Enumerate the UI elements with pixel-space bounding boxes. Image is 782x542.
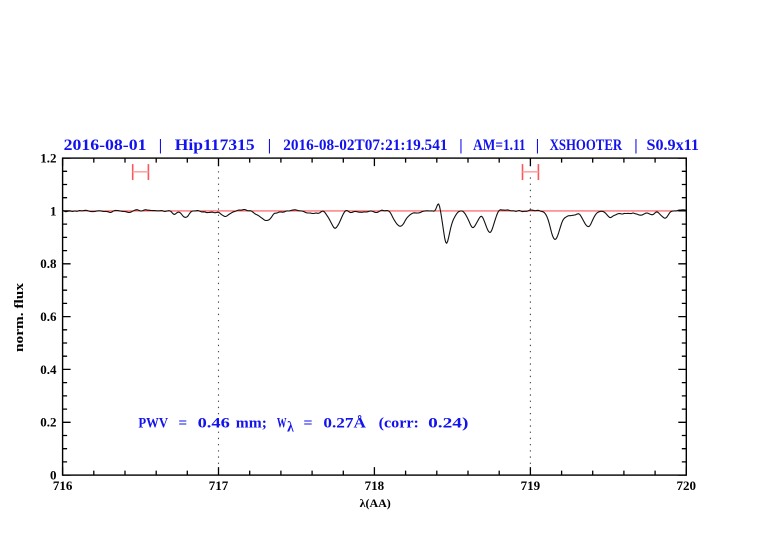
svg-text:717: 717 (209, 478, 229, 493)
svg-text:|: | (159, 137, 162, 154)
svg-text:norm. flux: norm. flux (11, 282, 26, 352)
svg-text:W: W (277, 416, 287, 432)
svg-text:0.4: 0.4 (40, 362, 57, 377)
svg-text:|: | (634, 137, 637, 154)
svg-text:0: 0 (50, 468, 57, 483)
svg-text:716: 716 (53, 478, 73, 493)
svg-text:0.2: 0.2 (40, 415, 56, 430)
svg-text:S0.9x11: S0.9x11 (647, 137, 699, 154)
svg-text:0.46: 0.46 (198, 416, 230, 432)
svg-text:1: 1 (50, 203, 57, 218)
svg-text:720: 720 (677, 478, 697, 493)
svg-text:0.8: 0.8 (40, 256, 57, 271)
svg-text:719: 719 (521, 478, 541, 493)
svg-text:(corr:: (corr: (379, 416, 419, 432)
svg-text:2016-08-01: 2016-08-01 (64, 137, 147, 154)
svg-text:Hip117315: Hip117315 (175, 137, 255, 154)
svg-text:=: = (303, 416, 312, 432)
svg-text:XSHOOTER: XSHOOTER (550, 137, 623, 154)
svg-text:PWV: PWV (138, 416, 168, 432)
svg-text:1.2: 1.2 (40, 151, 56, 166)
svg-text:|: | (268, 137, 271, 154)
svg-text:λ(AA): λ(AA) (360, 496, 391, 510)
svg-text:718: 718 (365, 478, 385, 493)
svg-text:0.27Å: 0.27Å (323, 416, 366, 432)
svg-text:mm;: mm; (236, 416, 267, 432)
svg-text:0.24): 0.24) (428, 416, 468, 432)
svg-text:|: | (459, 137, 462, 154)
svg-text:AM=1.11: AM=1.11 (473, 137, 525, 154)
svg-text:|: | (536, 137, 539, 154)
svg-text:0.6: 0.6 (40, 309, 57, 324)
svg-text:2016-08-02T07:21:19.541: 2016-08-02T07:21:19.541 (283, 137, 447, 154)
svg-text:=: = (178, 416, 187, 432)
svg-text:λ: λ (287, 419, 294, 435)
